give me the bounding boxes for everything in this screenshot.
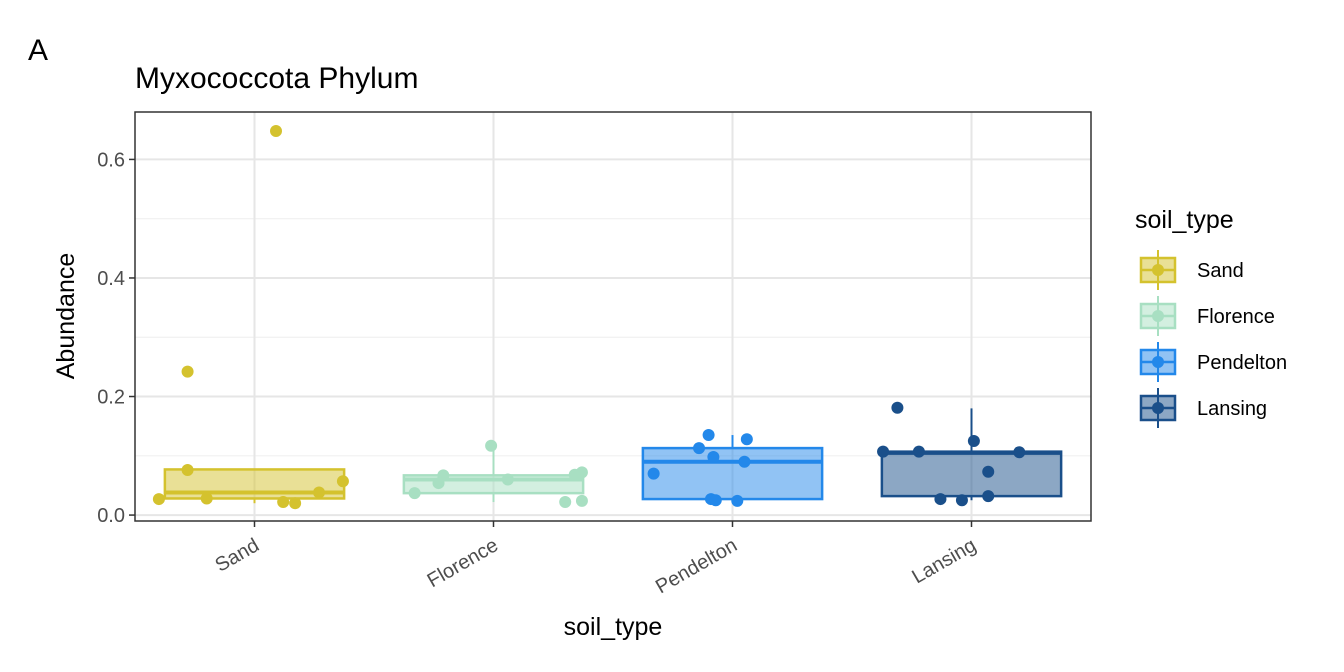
y-axis-title: Abundance [52,253,80,380]
boxplot-florence [402,439,588,509]
data-point [934,493,947,506]
boxplot-sand [152,124,349,510]
legend-item-sand: Sand [1139,250,1244,290]
legend-label: Florence [1197,306,1275,328]
data-point [501,473,514,486]
data-point [702,429,715,442]
y-tick-label: 0.4 [97,268,125,290]
data-point [559,496,572,509]
data-point [731,494,744,507]
plot-area: 0.0 0.2 0.4 0.6 Sand Florence Pendelton Lansing [97,111,1092,598]
data-point [647,467,660,480]
data-point [982,490,995,503]
data-point [485,439,498,452]
data-point [289,497,302,510]
data-point [313,486,326,499]
data-point [707,450,720,463]
legend-key-point [1152,310,1164,322]
data-point [336,475,349,488]
panel-tag: A [28,34,48,67]
y-tick-label: 0.6 [97,149,125,171]
y-tick-label: 0.2 [97,387,125,409]
legend-label: Sand [1197,260,1244,282]
boxplot-lansing [877,401,1063,507]
data-point [955,494,968,507]
x-tick-label: Lansing [908,534,980,588]
legend-item-florence: Florence [1139,296,1275,336]
panel-border [134,111,1092,522]
legend-key-point [1152,402,1164,414]
box-iqr [641,446,824,501]
data-point [277,496,290,509]
data-point [1013,446,1026,459]
data-point [891,401,904,414]
x-tick-label: Florence [424,534,502,592]
data-point [437,469,450,482]
data-point [200,492,213,505]
boxplot-pendelton [641,429,824,507]
data-point [408,487,421,500]
x-tick-label: Sand [212,534,263,576]
legend-item-lansing: Lansing [1139,388,1267,428]
y-tick-label: 0.0 [97,505,125,527]
data-point [912,445,925,458]
x-tick-label: Pendelton [652,534,741,598]
legend-label: Lansing [1197,398,1267,420]
legend: soil_type Sand Florence Pendelton Lansing [1135,206,1287,428]
data-point [270,124,283,137]
legend-title: soil_type [1135,206,1234,234]
data-point [693,442,706,455]
data-point [738,455,751,468]
legend-key-point [1152,356,1164,368]
data-point [967,434,980,447]
data-point [575,494,588,507]
data-point [740,433,753,446]
data-point [152,493,165,506]
data-point [709,494,722,507]
legend-key-point [1152,264,1164,276]
legend-label: Pendelton [1197,352,1287,374]
box-iqr [880,450,1063,498]
data-point [982,465,995,478]
legend-item-pendelton: Pendelton [1139,342,1287,382]
x-axis-title: soil_type [564,613,663,641]
data-point [181,365,194,378]
data-point [877,445,890,458]
chart-title: Myxococcota Phylum [135,62,418,95]
data-point [181,464,194,477]
data-point [575,466,588,479]
